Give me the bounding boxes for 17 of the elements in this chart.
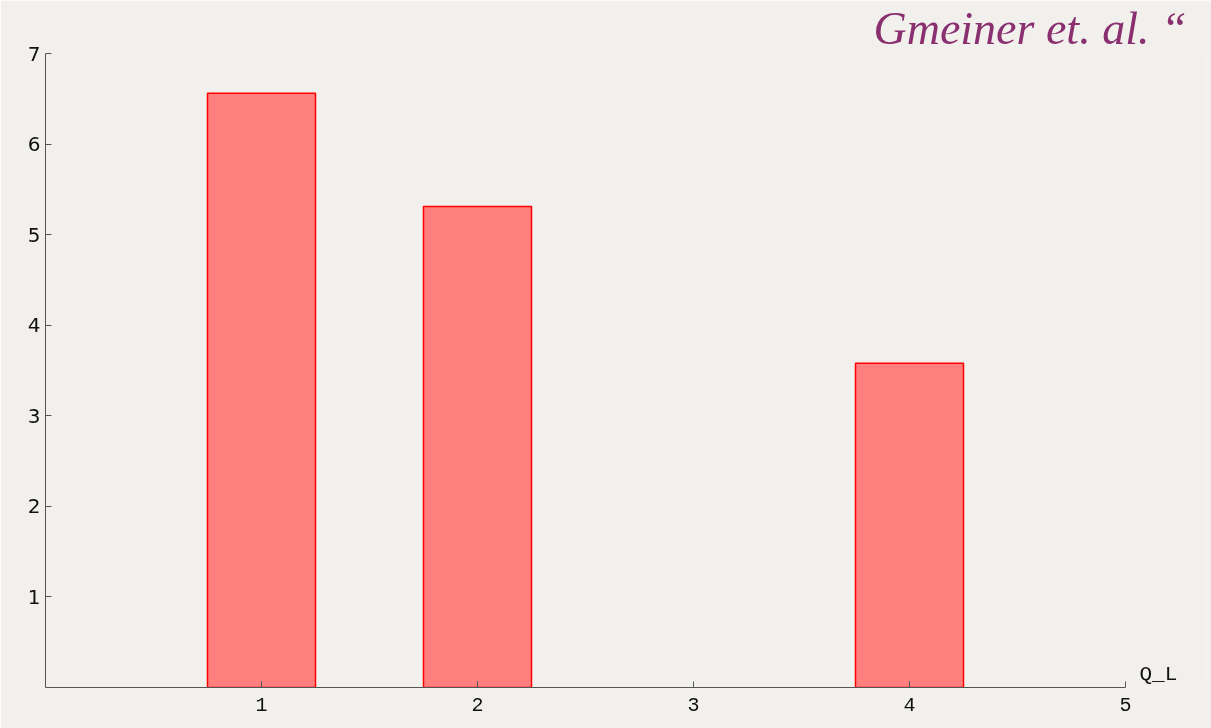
x-tick-label: 5	[1119, 693, 1132, 717]
y-tick-label: 1	[27, 584, 41, 609]
y-tick-label: 3	[27, 403, 41, 428]
y-tick-label: 4	[27, 313, 41, 338]
y-tick-label: 2	[27, 494, 41, 519]
x-tick-label: 2	[471, 693, 484, 717]
y-tick-label: 7	[27, 41, 41, 66]
bar	[422, 205, 533, 688]
y-tick-label: 5	[27, 222, 41, 247]
chart-title: Gmeiner et. al. “	[873, 2, 1187, 54]
x-axis-title: Q_L	[1139, 662, 1178, 686]
x-tick-label: 3	[687, 693, 700, 717]
y-tick-label: 6	[27, 132, 41, 157]
x-tick-label: 1	[255, 693, 268, 717]
x-tick-label: 4	[903, 693, 916, 717]
bar	[854, 362, 965, 688]
bar	[206, 92, 317, 688]
